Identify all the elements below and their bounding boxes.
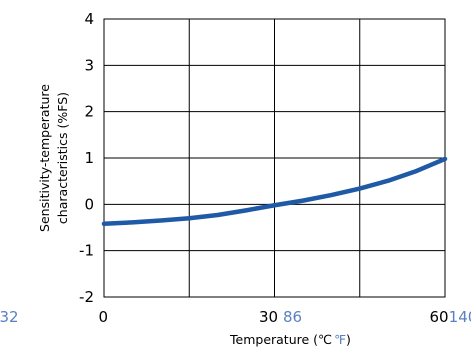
- y-axis-ticks: 4 3 2 1 0 -1 -2: [79, 10, 94, 306]
- y-axis-label-line2: characteristics (%FS): [55, 92, 70, 224]
- x-axis-label-text: Temperature (℃: [229, 332, 332, 347]
- y-axis-label-line1: Sensitivity-temperature: [37, 84, 52, 232]
- y-tick-label: 3: [84, 56, 94, 74]
- x-tick-label-c: 60: [429, 308, 448, 326]
- series-line: [101, 156, 448, 227]
- chart-grid: [104, 19, 445, 297]
- x-tick-label-f: 86: [283, 308, 302, 326]
- x-tick-label-f: 140: [449, 308, 471, 326]
- y-tick-label: 0: [84, 195, 94, 213]
- x-axis-label: Temperature (℃ ℉): [229, 332, 351, 347]
- x-axis-ticks: 0 32 30 86 60140: [0, 308, 471, 326]
- y-tick-label: 4: [84, 10, 94, 28]
- x-tick-label-c: 0: [98, 308, 108, 326]
- y-tick-label: -2: [79, 288, 94, 306]
- x-tick-label-f: 32: [0, 308, 19, 326]
- y-tick-label: -1: [79, 242, 94, 260]
- series-group: [101, 156, 448, 227]
- y-tick-label: 2: [84, 103, 94, 121]
- x-tick-label-c: 30: [259, 308, 278, 326]
- x-axis-label-close: ): [346, 332, 351, 347]
- y-tick-label: 1: [84, 149, 94, 167]
- x-axis-label-f-unit: ℉: [334, 332, 346, 347]
